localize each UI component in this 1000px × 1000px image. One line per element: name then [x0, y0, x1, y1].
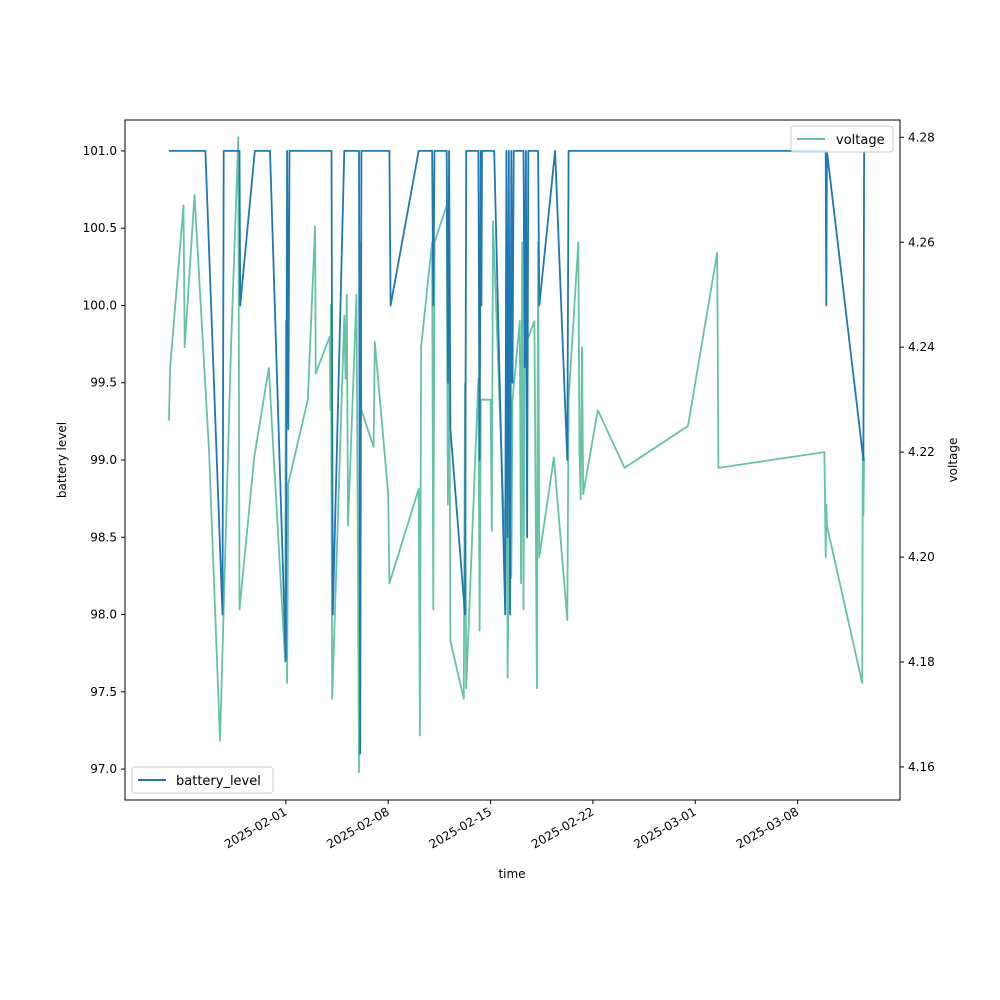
y-left-tick-label: 101.0: [83, 144, 117, 158]
y-left-tick-label: 99.0: [90, 453, 117, 467]
y-axis-right-title: voltage: [946, 438, 960, 483]
y-axis-right-ticks: 4.16 4.18 4.20 4.22 4.24 4.26 4.28: [900, 130, 935, 774]
legend-label-battery-level: battery_level: [176, 774, 261, 789]
y-right-tick-label: 4.28: [908, 130, 935, 144]
y-right-tick-label: 4.16: [908, 760, 935, 774]
series-line-battery-level: [168, 149, 865, 755]
y-right-tick-label: 4.22: [908, 445, 935, 459]
legend-battery-level: battery_level: [131, 766, 274, 794]
plot-lines: [168, 136, 865, 774]
legend-box: [131, 766, 274, 794]
y-right-tick-label: 4.26: [908, 235, 935, 249]
y-left-tick-label: 100.0: [83, 298, 117, 312]
y-left-tick-label: 98.0: [90, 608, 117, 622]
legend-box: [790, 125, 894, 153]
y-left-tick-label: 98.5: [90, 530, 117, 544]
y-right-tick-label: 4.20: [908, 550, 935, 564]
y-right-tick-label: 4.18: [908, 655, 935, 669]
y-axis-left-title: battery level: [55, 422, 69, 498]
y-right-tick-label: 4.24: [908, 340, 935, 354]
y-left-tick-label: 100.5: [83, 221, 117, 235]
y-left-tick-label: 97.0: [90, 762, 117, 776]
y-left-tick-label: 99.5: [90, 376, 117, 390]
legend-label-voltage: voltage: [836, 133, 885, 148]
series-line-voltage: [168, 136, 865, 774]
y-left-tick-label: 97.5: [90, 685, 117, 699]
y-axis-left-ticks: 97.0 97.5 98.0 98.5 99.0 99.5 100.0 100.5 101.0: [83, 144, 125, 776]
x-axis-title: time: [498, 867, 525, 881]
legend-voltage: voltage: [790, 125, 894, 153]
